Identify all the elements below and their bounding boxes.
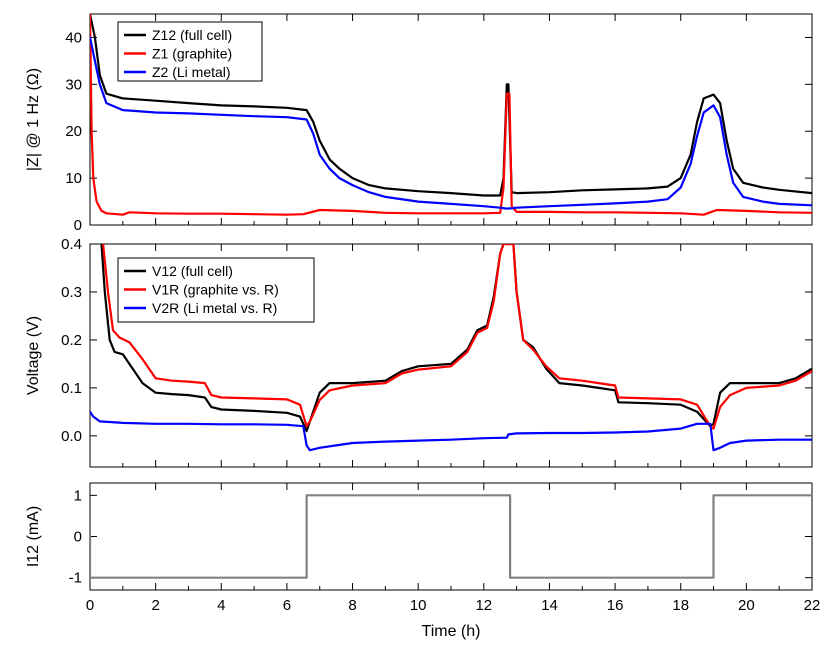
- series-line-2: [90, 14, 812, 216]
- y-tick-label: 0.1: [61, 380, 82, 397]
- x-axis-title: Time (h): [422, 623, 481, 640]
- legend-entry: V1R (graphite vs. R): [152, 282, 279, 298]
- legend-entry: Z1 (graphite): [152, 46, 232, 62]
- series-line-1: [90, 494, 812, 579]
- plot-frame: [89, 482, 813, 591]
- y-axis-title: I12 (mA): [25, 506, 42, 567]
- x-tick-label: 22: [804, 597, 821, 614]
- series-line-3: [90, 410, 812, 452]
- legend: Z12 (full cell) Z1 (graphite) Z2 (Li metal…: [117, 21, 263, 82]
- legend-entry: V2R (Li metal vs. R): [152, 300, 277, 316]
- series-line-3: [90, 36, 812, 210]
- legend: V12 (full cell) V1R (graphite vs. R) V2R (…: [117, 257, 315, 323]
- legend-entry: V12 (full cell): [152, 263, 233, 279]
- x-tick-label: 20: [738, 597, 755, 614]
- legend-box: [117, 257, 315, 323]
- y-tick-label: 0: [74, 529, 82, 546]
- y-tick-label: 1: [74, 487, 82, 504]
- x-tick-label: 4: [217, 597, 225, 614]
- x-tick-label: 0: [86, 597, 94, 614]
- y-tick-label: 0.2: [61, 332, 82, 349]
- series-group: [90, 244, 812, 452]
- x-tick-label: 16: [607, 597, 624, 614]
- panel-2: 0.0 0.1 0.2 0.3 0.4 Voltage (V) V12 (full cell…: [25, 236, 813, 468]
- x-tick-label: 14: [541, 597, 558, 614]
- series-group: [90, 14, 812, 216]
- y-tick-label: 0.0: [61, 428, 82, 445]
- x-tick-label: 8: [348, 597, 356, 614]
- y-tick-label: -1: [69, 570, 82, 587]
- y-tick-label: 30: [65, 76, 82, 93]
- y-tick-label: 20: [65, 123, 82, 140]
- x-tick-label: 18: [672, 597, 689, 614]
- series-line-2: [102, 244, 812, 430]
- y-axis-title: Voltage (V): [25, 316, 42, 395]
- series-line-1: [90, 14, 812, 197]
- y-tick-label: 10: [65, 170, 82, 187]
- x-tick-label: 10: [410, 597, 427, 614]
- y-axis-title: |Z| @ 1 Hz (Ω): [25, 68, 42, 171]
- y-tick-label: 0.3: [61, 284, 82, 301]
- y-tick-label: 40: [65, 29, 82, 46]
- legend-entry: Z2 (Li metal): [152, 64, 231, 80]
- y-tick-label: 0.4: [61, 236, 82, 253]
- x-tick-label: 2: [151, 597, 159, 614]
- x-tick-label: 6: [283, 597, 291, 614]
- x-tick-label: 12: [475, 597, 492, 614]
- series-group: [90, 494, 812, 579]
- legend-entry: Z12 (full cell): [152, 27, 232, 43]
- y-tick-label: 0: [74, 217, 82, 234]
